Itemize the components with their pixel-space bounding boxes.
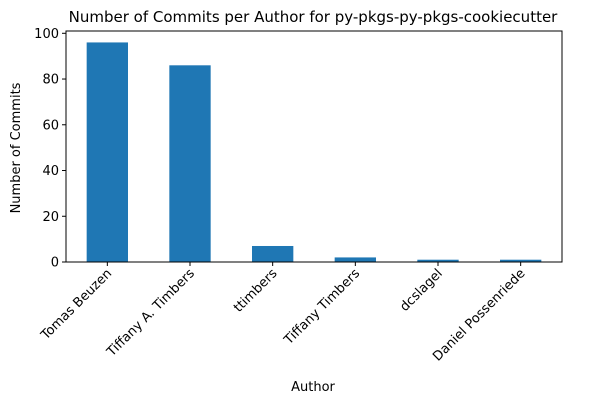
x-tick-label: Daniel Possenriede bbox=[430, 266, 528, 364]
x-tick-label: Tomas Beuzen bbox=[38, 266, 115, 343]
x-tick-label: ttimbers bbox=[231, 266, 281, 316]
bar bbox=[169, 65, 211, 262]
y-axis-label: Number of Commits bbox=[9, 82, 24, 213]
chart-title: Number of Commits per Author for py-pkgs… bbox=[69, 8, 559, 26]
bar bbox=[417, 259, 459, 262]
bar bbox=[334, 257, 376, 262]
bar bbox=[252, 245, 294, 262]
bar bbox=[86, 42, 128, 263]
x-tick-label: Tiffany A. Timbers bbox=[104, 266, 198, 360]
x-axis-label: Author bbox=[291, 380, 335, 395]
x-tick-label: dcslagel bbox=[397, 266, 446, 315]
bar bbox=[500, 259, 542, 262]
y-tick-label: 20 bbox=[42, 210, 59, 225]
y-tick-label: 80 bbox=[42, 73, 59, 88]
x-tick-label: Tiffany Timbers bbox=[281, 266, 363, 348]
y-tick-label: 40 bbox=[42, 164, 59, 179]
y-tick-label: 60 bbox=[42, 118, 59, 133]
axes-frame bbox=[65, 30, 563, 263]
y-tick-label: 0 bbox=[51, 256, 59, 271]
y-tick-label: 100 bbox=[34, 27, 59, 42]
